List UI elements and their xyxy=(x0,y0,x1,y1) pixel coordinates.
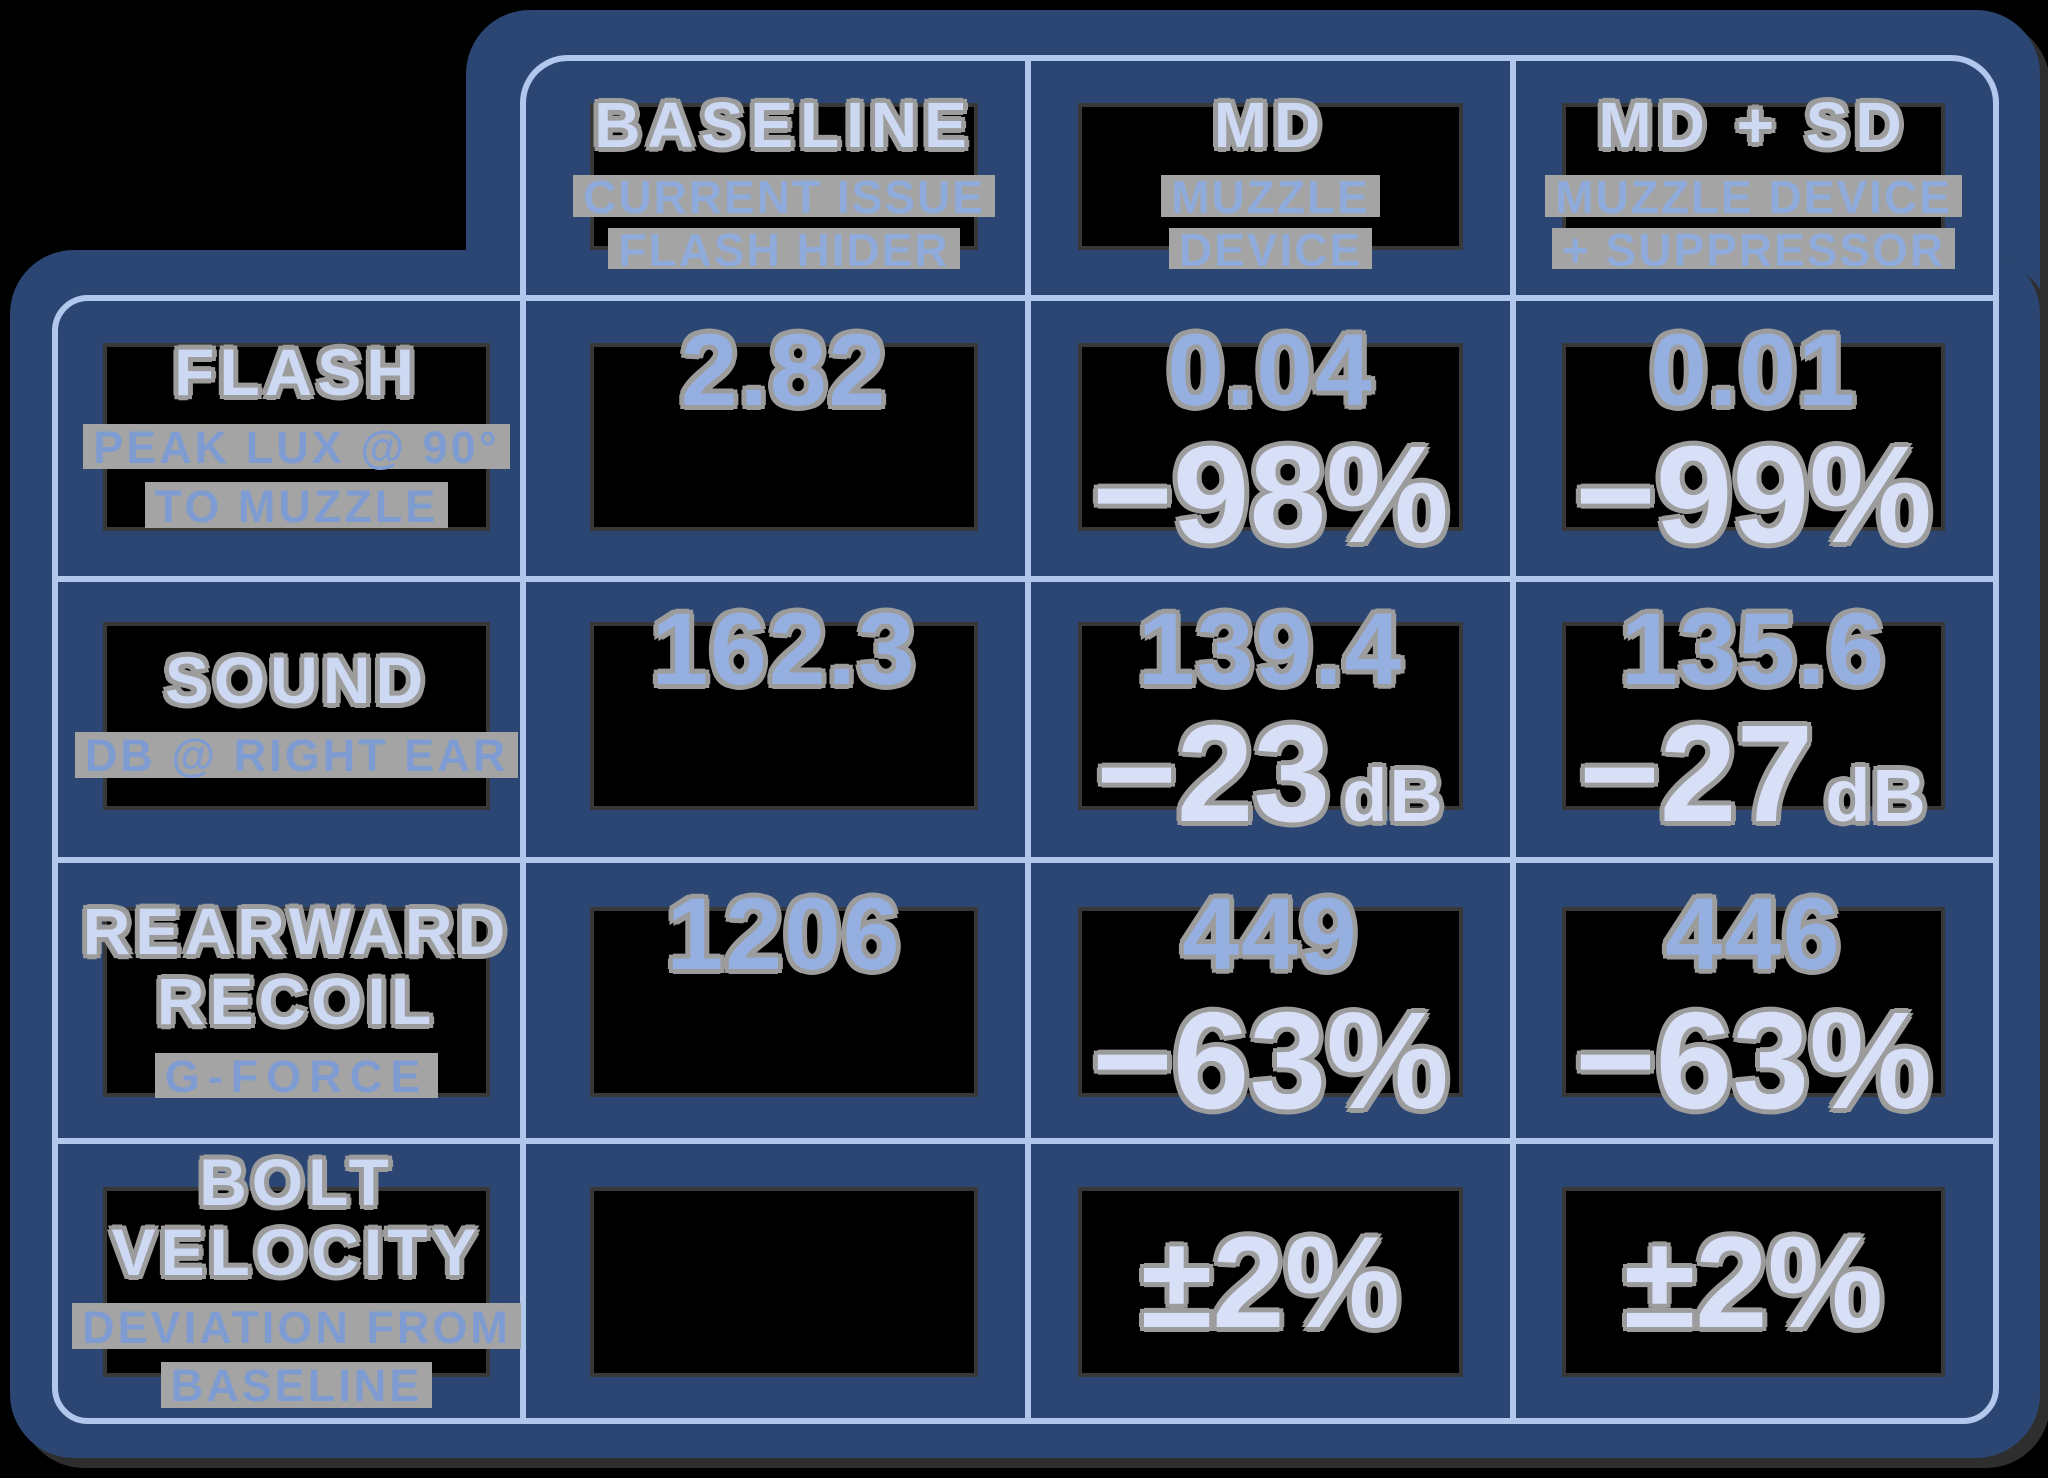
value-cell-recoil-md: 449 −63% xyxy=(1078,883,1463,1130)
cell-delta: −23 dB xyxy=(1096,697,1445,852)
grid-hline-2 xyxy=(52,857,1999,863)
delta-unit: dB xyxy=(1342,754,1445,838)
value-cell-recoil-md-sd: 446 −63% xyxy=(1562,883,1945,1130)
cell-value: 162.3 xyxy=(651,592,917,706)
column-subtitle-line: MUZZLE xyxy=(1161,171,1380,223)
grid-vline-3 xyxy=(1510,61,1516,1418)
value-cell-bolt-baseline-empty xyxy=(590,1187,978,1377)
column-subtitle-line: DEVICE xyxy=(1168,223,1373,276)
cell-delta: ±2% xyxy=(1140,1209,1401,1355)
value-cell-recoil-baseline: 1206 xyxy=(590,883,978,1097)
grid-vline-2 xyxy=(1025,61,1031,1418)
cell-value: 2.82 xyxy=(680,313,888,427)
metric-title: SOUND xyxy=(164,643,429,718)
cell-delta: −99% xyxy=(1575,418,1932,573)
metric-sublabel-line: DB @ RIGHT EAR xyxy=(74,727,519,786)
value-cell-sound-baseline: 162.3 xyxy=(590,598,978,810)
metric-sublabel-line: G-FORCE xyxy=(154,1048,438,1107)
column-title: BASELINE xyxy=(594,89,974,161)
value-cell-flash-md-sd: 0.01 −99% xyxy=(1562,319,1945,564)
metric-cell-recoil: REARWARD RECOIL G-FORCE xyxy=(83,897,505,1102)
metric-sublabel-line: DEVIATION FROM xyxy=(72,1299,521,1358)
cell-value: 135.6 xyxy=(1620,592,1887,706)
metric-sublabel: PEAK LUX @ 90° TO MUZZLE xyxy=(83,419,511,537)
header-inner-border xyxy=(520,55,1999,302)
metric-cell-sound: SOUND DB @ RIGHT EAR xyxy=(74,622,519,810)
column-subtitle: CURRENT ISSUE FLASH HIDER xyxy=(573,171,995,277)
cell-value: 139.4 xyxy=(1137,592,1404,706)
column-subtitle-line: FLASH HIDER xyxy=(608,223,960,276)
metric-cell-bolt-velocity: BOLT VELOCITY DEVIATION FROM BASELINE xyxy=(72,1147,521,1411)
grid-hline-3 xyxy=(52,1138,1999,1144)
cell-value: 0.01 xyxy=(1650,313,1857,427)
cell-value: 0.04 xyxy=(1167,313,1374,427)
metric-title: BOLT VELOCITY xyxy=(111,1145,482,1289)
delta-unit: dB xyxy=(1825,754,1928,838)
column-subtitle: MUZZLE DEVICE xyxy=(1161,171,1380,277)
header-cell-baseline: BASELINE CURRENT ISSUE FLASH HIDER xyxy=(573,93,995,276)
header-cell-md-sd: MD + SD MUZZLE DEVICE + SUPPRESSOR xyxy=(1545,93,1962,276)
cell-delta: −63% xyxy=(1575,984,1932,1139)
value-cell-sound-md-sd: 135.6 −27 dB xyxy=(1562,598,1945,843)
header-cell-md: MD MUZZLE DEVICE xyxy=(1078,93,1463,276)
column-title: MD xyxy=(1213,89,1328,161)
metric-sublabel: DB @ RIGHT EAR xyxy=(74,727,519,786)
column-subtitle-line: + SUPPRESSOR xyxy=(1551,223,1956,276)
cell-delta: −27 dB xyxy=(1579,697,1928,852)
column-subtitle: MUZZLE DEVICE + SUPPRESSOR xyxy=(1545,171,1962,277)
metric-cell-flash: FLASH PEAK LUX @ 90° TO MUZZLE xyxy=(83,337,511,532)
metric-sublabel: G-FORCE xyxy=(154,1048,438,1107)
metric-title: FLASH xyxy=(174,334,419,409)
cell-value: 449 xyxy=(1182,877,1359,991)
column-title: MD + SD xyxy=(1598,89,1909,161)
cell-value: 1206 xyxy=(666,877,902,991)
grid-hline-1 xyxy=(52,576,1999,582)
metric-sublabel-line: TO MUZZLE xyxy=(144,478,448,537)
cell-delta: −98% xyxy=(1092,418,1449,573)
metric-sublabel-line: PEAK LUX @ 90° xyxy=(83,419,511,478)
cell-delta: −63% xyxy=(1092,984,1449,1139)
value-cell-bolt-md-sd: ±2% xyxy=(1562,1187,1945,1377)
value-cell-sound-md: 139.4 −23 dB xyxy=(1078,598,1463,843)
column-subtitle-line: CURRENT ISSUE xyxy=(573,171,995,223)
metric-sublabel-line: BASELINE xyxy=(160,1357,432,1416)
value-cell-flash-baseline: 2.82 xyxy=(590,319,978,531)
metric-sublabel: DEVIATION FROM BASELINE xyxy=(72,1299,521,1416)
column-subtitle-line: MUZZLE DEVICE xyxy=(1545,171,1962,223)
value-cell-bolt-md: ±2% xyxy=(1078,1187,1463,1377)
cell-value: 446 xyxy=(1665,877,1842,991)
metric-title: REARWARD RECOIL xyxy=(82,894,511,1038)
cell-delta: ±2% xyxy=(1623,1209,1884,1355)
value-cell-flash-md: 0.04 −98% xyxy=(1078,319,1463,564)
